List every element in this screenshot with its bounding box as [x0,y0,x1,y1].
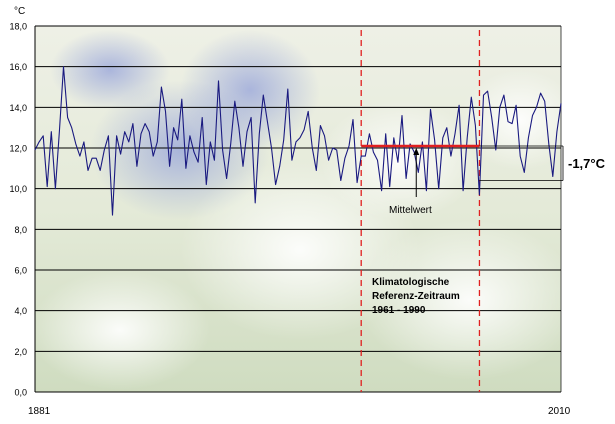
x-tick-label-start: 1881 [28,406,51,417]
axes: 0,0 2,0 4,0 6,0 8,0 10,0 12,0 14,0 16,0 18,0 [9,22,562,398]
temperature-series [34,66,562,216]
y-unit-label: °C [14,6,25,17]
y-tick-label: 18,0 [9,22,27,32]
plot-background-photo [30,26,580,392]
mean-arrow-head [413,147,420,155]
y-tick-label: 6,0 [14,266,27,276]
y-tick-label: 4,0 [14,306,27,316]
mean-label: Mittelwert [389,205,432,216]
mean-layer [361,144,564,197]
reference-period-lines [360,30,481,392]
temperature-series-line [34,66,562,216]
ref-period-line-3: 1961 - 1990 [372,305,426,316]
y-tick-label: 10,0 [9,184,27,194]
y-tick-label: 8,0 [14,225,27,235]
y-tick-label: 16,0 [9,62,27,72]
ref-period-line-1: Klimatologische [372,277,450,288]
x-tick-label-end: 2010 [548,406,571,417]
ref-period-line-2: Referenz-Zeitraum [372,291,460,302]
y-tick-label: 2,0 [14,347,27,357]
labels: °C 1881 2010 Mittelwert -1,7°C Klimatolo… [14,6,606,417]
y-tick-label: 12,0 [9,144,27,154]
difference-label: -1,7°C [568,156,606,171]
y-tick-label: 0,0 [14,388,27,398]
y-tick-label: 14,0 [9,103,27,113]
